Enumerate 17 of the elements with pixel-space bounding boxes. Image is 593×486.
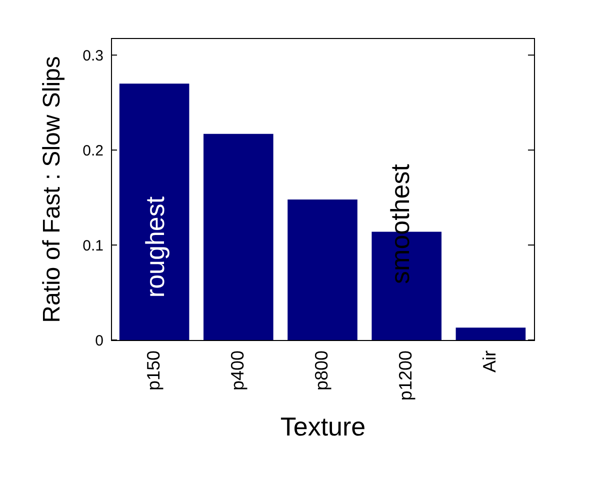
x-tick-label: p800 <box>312 350 332 391</box>
y-tick-label: 0.1 <box>82 238 104 255</box>
annotation: smoothest <box>385 163 415 284</box>
x-tick-label: p150 <box>143 350 164 391</box>
bar <box>456 328 526 340</box>
y-tick-label: 0.3 <box>82 48 104 65</box>
bar <box>204 134 274 340</box>
annotation: roughest <box>140 196 170 298</box>
bar <box>288 199 358 340</box>
x-tick-label: p1200 <box>396 350 416 401</box>
y-tick-label: 0.2 <box>82 142 104 160</box>
x-tick-label: p400 <box>227 350 248 391</box>
x-tick-label: Air <box>480 350 500 372</box>
bar <box>119 84 190 340</box>
y-axis-title: Ratio of Fast : Slow Slips <box>38 56 66 323</box>
y-tick-label: 0 <box>95 332 104 350</box>
x-axis-title: Texture <box>280 412 366 442</box>
